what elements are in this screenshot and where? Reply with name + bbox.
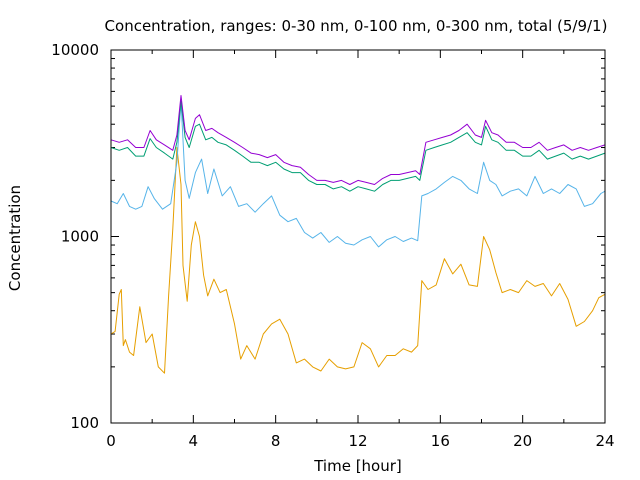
y-tick-label: 10000 (51, 41, 99, 59)
x-tick-label: 12 (348, 432, 367, 450)
line-chart: Concentration, ranges: 0-30 nm, 0-100 nm… (0, 0, 640, 480)
x-tick-label: 8 (271, 432, 281, 450)
series-group (111, 96, 605, 374)
x-tick-label: 20 (513, 432, 532, 450)
x-tick-label: 4 (189, 432, 199, 450)
y-tick-label: 1000 (61, 228, 99, 246)
y-axis-label: Concentration (6, 185, 24, 291)
series-line-2 (111, 101, 605, 247)
plot-frame (111, 50, 605, 423)
x-axis-label: Time [hour] (313, 457, 402, 475)
x-tick-label: 24 (595, 432, 614, 450)
x-tick-label: 0 (106, 432, 116, 450)
x-tick-label: 16 (431, 432, 450, 450)
y-tick-label: 100 (70, 414, 99, 432)
chart-title: Concentration, ranges: 0-30 nm, 0-100 nm… (105, 17, 608, 35)
y-axis: 100 1000 10000 (51, 41, 605, 432)
